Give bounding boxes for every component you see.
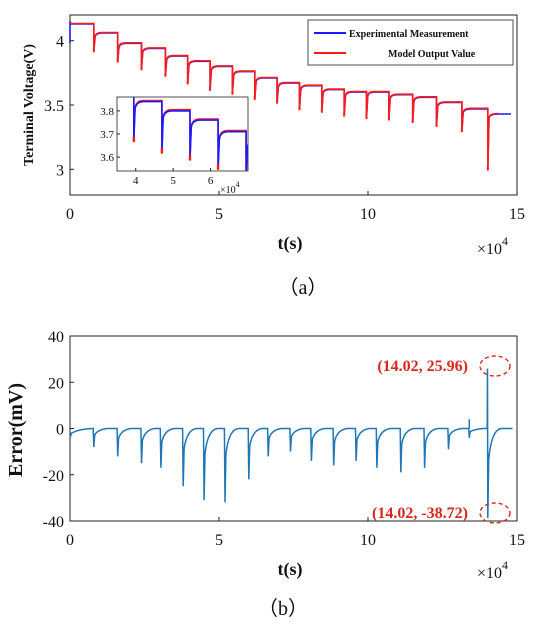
inset-ytick-label: 3.8 [100,106,114,118]
panel-label-a: （a） [279,276,328,299]
inset-xtick-label: 6 [208,175,214,187]
error-chart: 0 5 10 15 -40 -20 0 20 40 Error(mV) t(s) ×104 (1… [5,329,525,620]
error-ytick-label: 0 [56,422,64,439]
annotation-max-label: (14.02, 25.96) [377,358,468,375]
inset-axis-ticks: 4 5 6 3.6 3.7 3.8 [100,106,214,187]
voltage-xtick-label: 5 [215,206,223,223]
voltage-xtick-label: 15 [509,206,525,223]
voltage-ylabel: Terminal Voltage(V) [22,44,37,166]
error-ytick-label: -40 [43,514,64,531]
inset-ytick-label: 3.7 [100,129,114,141]
error-x-multiplier: ×104 [477,558,508,582]
inset-xtick-label: 4 [133,175,139,187]
error-ytick-label: 20 [48,375,64,392]
inset-experimental-line [133,97,248,171]
voltage-legend: Experimental Measurement Model Output Va… [307,19,514,66]
voltage-ytick-label: 3 [56,162,64,179]
error-axis-ticks: 0 5 10 15 -40 -20 0 20 40 [43,329,525,549]
voltage-chart: 0 5 10 15 3 3.5 4 Terminal Voltage(V) t(s) ×10… [22,14,525,299]
annotation-min-label: (14.02, -38.72) [372,505,468,522]
voltage-xtick-label: 10 [360,206,376,223]
model-series [70,22,499,171]
error-xtick-label: 10 [360,532,376,549]
legend-label-model: Model Output Value [388,49,476,60]
error-line [69,368,513,519]
annotation-min-error: (14.02, -38.72) [372,502,511,524]
annotation-max-circle [479,355,511,377]
voltage-xlabel: t(s) [278,233,303,254]
voltage-xtick-label: 0 [66,206,74,223]
inset-model-line [133,97,248,171]
error-series [69,368,513,519]
inset-x-multiplier: ×104 [220,180,240,196]
voltage-ytick-label: 3.5 [44,98,64,115]
error-xlabel: t(s) [278,559,303,580]
error-ytick-label: -20 [43,468,64,485]
voltage-x-multiplier: ×104 [477,234,508,258]
error-xtick-label: 0 [66,532,74,549]
inset-ytick-label: 3.6 [100,152,114,164]
voltage-ytick-label: 4 [56,34,64,51]
error-xtick-label: 5 [215,532,223,549]
error-xtick-label: 15 [509,532,525,549]
annotation-max-error: (14.02, 25.96) [377,355,511,377]
legend-box [307,19,514,66]
voltage-axis-ticks: 0 5 10 15 3 3.5 4 [44,34,525,223]
legend-label-experimental: Experimental Measurement [349,29,469,40]
error-ytick-label: 40 [48,329,64,346]
error-ylabel: Error(mV) [5,383,27,477]
inset-plot-frame [116,96,249,172]
inset-xtick-label: 5 [170,175,176,187]
panel-label-b: （b） [258,597,308,620]
inset-series [132,97,248,171]
annotation-min-circle [479,502,511,524]
model-line [70,22,499,169]
voltage-inset-chart: 4 5 6 3.6 3.7 3.8 ×104 [100,96,249,196]
